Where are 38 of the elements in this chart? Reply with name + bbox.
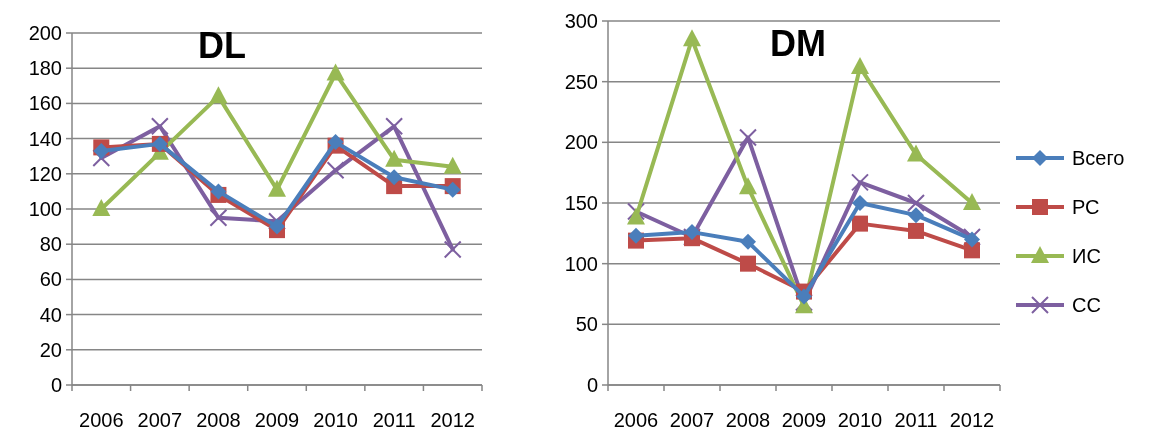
x-tick-label: 2010 xyxy=(313,409,358,431)
x-tick-label: 2006 xyxy=(613,409,659,431)
y-tick-label: 180 xyxy=(28,57,62,80)
x-tick-label: 2008 xyxy=(196,409,241,431)
y-tick-label: 0 xyxy=(50,374,62,396)
y-tick-label: 150 xyxy=(564,192,598,214)
x-tick-label: 2010 xyxy=(837,409,883,431)
y-tick-label: 300 xyxy=(564,10,598,32)
x-tick-label: 2012 xyxy=(949,409,995,431)
y-tick-label: 50 xyxy=(575,313,598,336)
y-tick-label: 160 xyxy=(28,92,62,115)
y-tick-label: 20 xyxy=(39,338,62,361)
chart-title: DM xyxy=(770,23,826,64)
y-tick-label: 140 xyxy=(28,127,62,150)
y-tick-label: 250 xyxy=(564,70,598,93)
y-tick-label: 100 xyxy=(564,252,598,275)
y-tick-label: 120 xyxy=(28,162,62,185)
x-tick-label: 2007 xyxy=(669,409,715,431)
x-tick-label: 2011 xyxy=(372,409,416,431)
legend-label: СС xyxy=(1072,294,1101,316)
y-tick-label: 60 xyxy=(39,268,62,291)
y-tick-label: 200 xyxy=(564,131,598,154)
y-tick-label: 40 xyxy=(39,303,62,326)
legend-label: ИС xyxy=(1072,245,1101,267)
x-tick-label: 2006 xyxy=(79,409,124,431)
y-tick-label: 200 xyxy=(28,22,62,44)
x-tick-label: 2012 xyxy=(430,409,475,431)
y-tick-label: 0 xyxy=(586,374,598,396)
x-tick-label: 2011 xyxy=(894,409,938,431)
y-tick-label: 100 xyxy=(28,198,62,220)
legend-label: Всего xyxy=(1072,147,1125,169)
x-tick-label: 2008 xyxy=(725,409,771,431)
y-tick-label: 80 xyxy=(39,233,62,256)
x-tick-label: 2009 xyxy=(781,409,827,431)
x-tick-label: 2007 xyxy=(137,409,183,431)
chart-title: DL xyxy=(198,25,246,66)
legend-label: РС xyxy=(1072,196,1100,218)
x-tick-label: 2009 xyxy=(254,409,300,431)
